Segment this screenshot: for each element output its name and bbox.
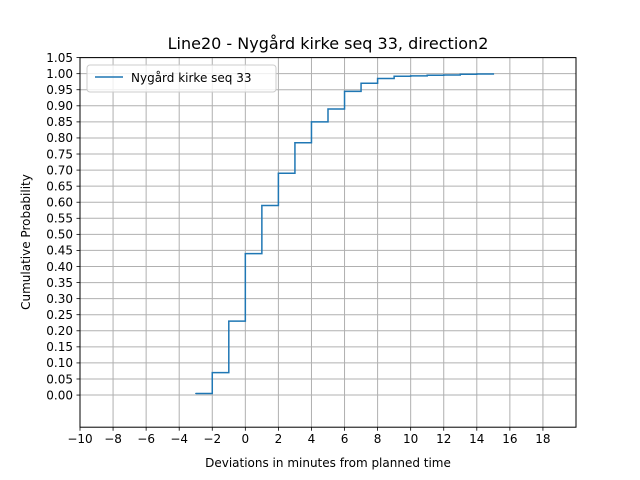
x-tick-label: 16 (502, 432, 517, 446)
y-tick-label: 0.65 (46, 179, 73, 193)
data-point (244, 253, 246, 255)
x-tick-label: 18 (535, 432, 550, 446)
y-tick-label: 0.95 (46, 83, 73, 97)
x-tick-label: −8 (104, 432, 122, 446)
data-point (459, 73, 461, 75)
y-tick-label: 0.05 (46, 372, 73, 386)
data-point (443, 74, 445, 76)
legend-box (86, 64, 277, 93)
x-tick-label: 12 (436, 432, 451, 446)
y-tick-label: 0.75 (46, 147, 73, 161)
x-tick-label: 8 (374, 432, 382, 446)
chart-title: Line20 - Nygård kirke seq 33, direction2 (168, 34, 489, 53)
legend: Nygård kirke seq 33 (86, 64, 277, 93)
data-point (277, 172, 279, 174)
y-tick-label: 1.00 (46, 67, 73, 81)
y-tick-label: 1.05 (46, 51, 73, 65)
data-point (426, 74, 428, 76)
x-tick-label: −2 (203, 432, 221, 446)
x-tick-label: 10 (403, 432, 418, 446)
data-point (492, 73, 494, 75)
data-point (410, 75, 412, 77)
data-point (476, 73, 478, 75)
y-tick-label: 0.25 (46, 308, 73, 322)
data-point (310, 121, 313, 123)
y-tick-label: 0.10 (46, 356, 73, 370)
x-axis-label: Deviations in minutes from planned time (205, 456, 451, 470)
data-point (393, 75, 395, 77)
x-tick-label: 14 (469, 432, 484, 446)
y-tick-label: 0.80 (46, 131, 73, 145)
y-tick-label: 0.00 (46, 388, 73, 402)
x-tick-label: −4 (170, 432, 188, 446)
y-tick-label: 0.35 (46, 276, 73, 290)
data-point (360, 82, 362, 84)
x-tick-label: 4 (308, 432, 316, 446)
y-tick-label: 0.50 (46, 228, 73, 242)
data-point (327, 108, 329, 110)
y-tick-label: 0.40 (46, 260, 73, 274)
y-tick-label: 0.15 (46, 340, 73, 354)
x-tick-label: 2 (275, 432, 283, 446)
plot-frame (79, 57, 577, 428)
legend-label: Nygård kirke seq 33 (131, 71, 251, 85)
y-axis-label: Cumulative Probability (19, 174, 33, 310)
series-layer (195, 73, 495, 395)
y-tick-label: 0.45 (46, 244, 73, 258)
data-point (377, 77, 379, 80)
y-tick-label: 0.60 (46, 196, 73, 210)
y-tick-label: 0.90 (46, 99, 73, 113)
y-tick-label: 0.30 (46, 292, 73, 306)
data-point (211, 371, 213, 374)
data-point (261, 204, 263, 207)
y-tick-label: 0.85 (46, 115, 73, 129)
y-tick-label: 0.55 (46, 212, 73, 226)
x-tick-label: −6 (137, 432, 155, 446)
x-tick-label: −10 (67, 432, 92, 446)
ticks: −10 −8 −6 −4 −2 0 2 4 6 8 10 12 14 16 18 0.00 0.05 0.10 0.… (46, 51, 550, 446)
y-tick-label: 0.20 (46, 324, 73, 338)
data-point (343, 90, 346, 92)
x-tick-label: 0 (242, 432, 250, 446)
x-tick-label: 6 (341, 432, 349, 446)
data-point (228, 320, 230, 322)
y-tick-label: 0.70 (46, 163, 73, 177)
data-point (195, 392, 197, 395)
data-point (294, 142, 296, 144)
